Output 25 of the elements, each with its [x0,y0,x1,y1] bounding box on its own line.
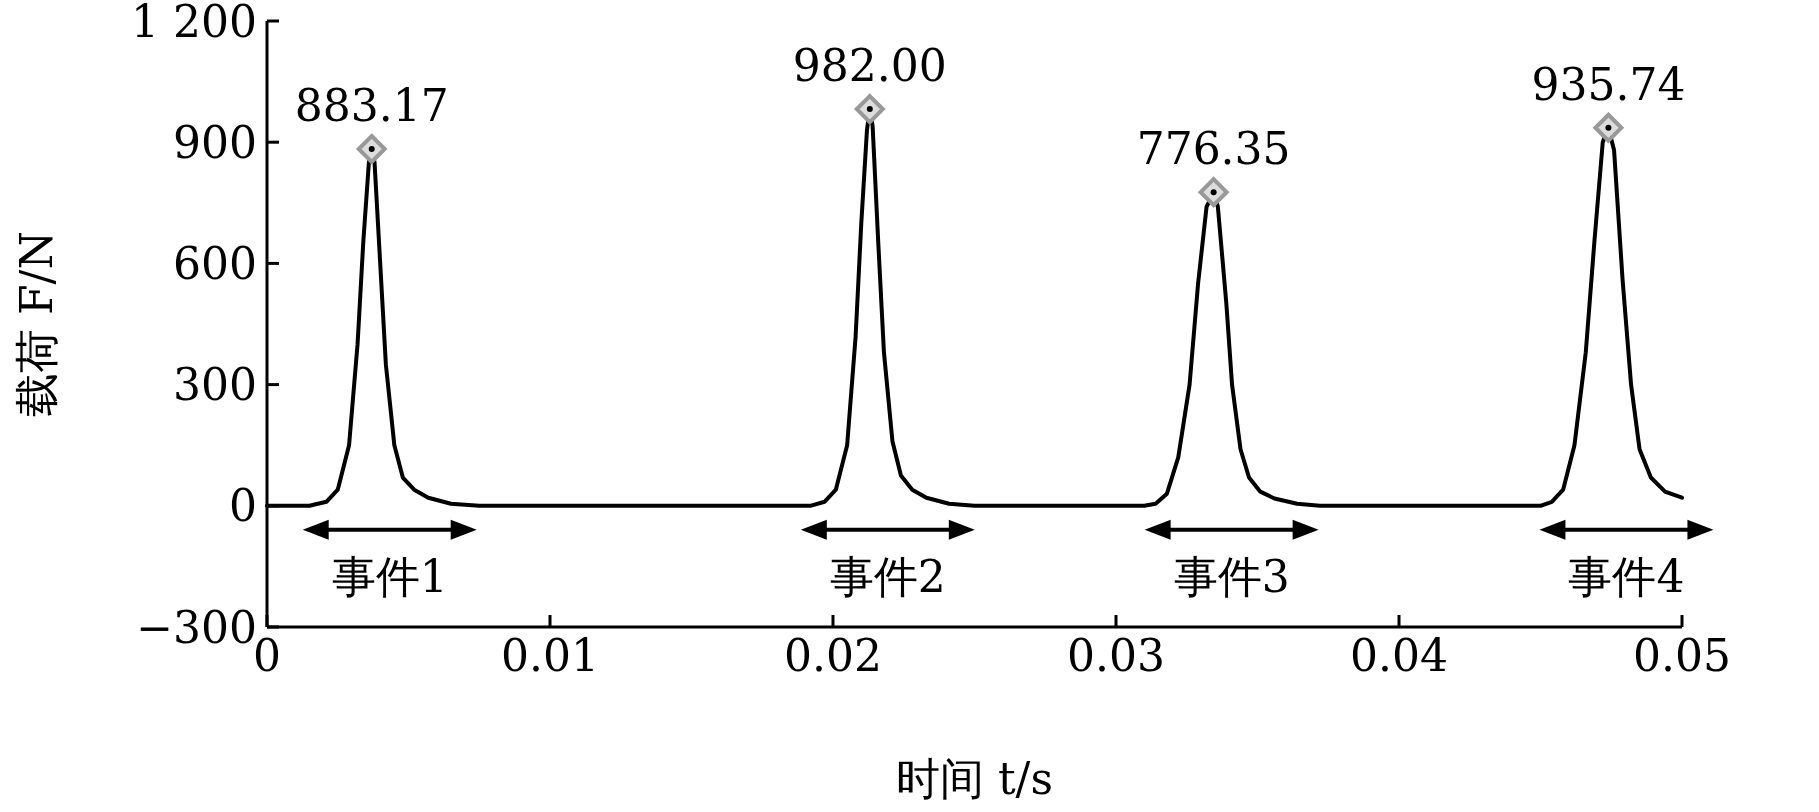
x-tick-label: 0.03 [1067,630,1165,681]
data-label: 982.00 [792,40,947,92]
y-tick-label: 0 [229,480,257,532]
point [866,106,873,113]
annotation: 事件2 [829,550,946,602]
y-tick-label: 300 [173,359,257,411]
x-tick-label: 0.01 [501,630,599,681]
annotation: 事件4 [1568,550,1685,602]
data-label: 935.74 [1531,58,1686,110]
y-tick-label: 1 200 [131,0,257,47]
point [1605,124,1612,131]
point [368,146,375,152]
data-label: 883.17 [294,80,449,131]
y-tick-label: 900 [173,116,257,168]
y-tick-label: −300 [136,601,257,653]
x-tick-label: 0.02 [784,630,882,681]
annotation: 事件1 [331,550,448,602]
x-tick-label: 0.05 [1633,630,1731,681]
y-axis-title: 载荷 F/N [11,231,62,417]
x-tick-label: 0.04 [1350,630,1448,681]
annotation: 事件3 [1173,550,1290,602]
point [1210,189,1217,196]
x-axis-title: 时间 t/s [895,753,1054,804]
y-tick-label: 600 [173,237,257,289]
data-label: 776.35 [1136,123,1291,175]
